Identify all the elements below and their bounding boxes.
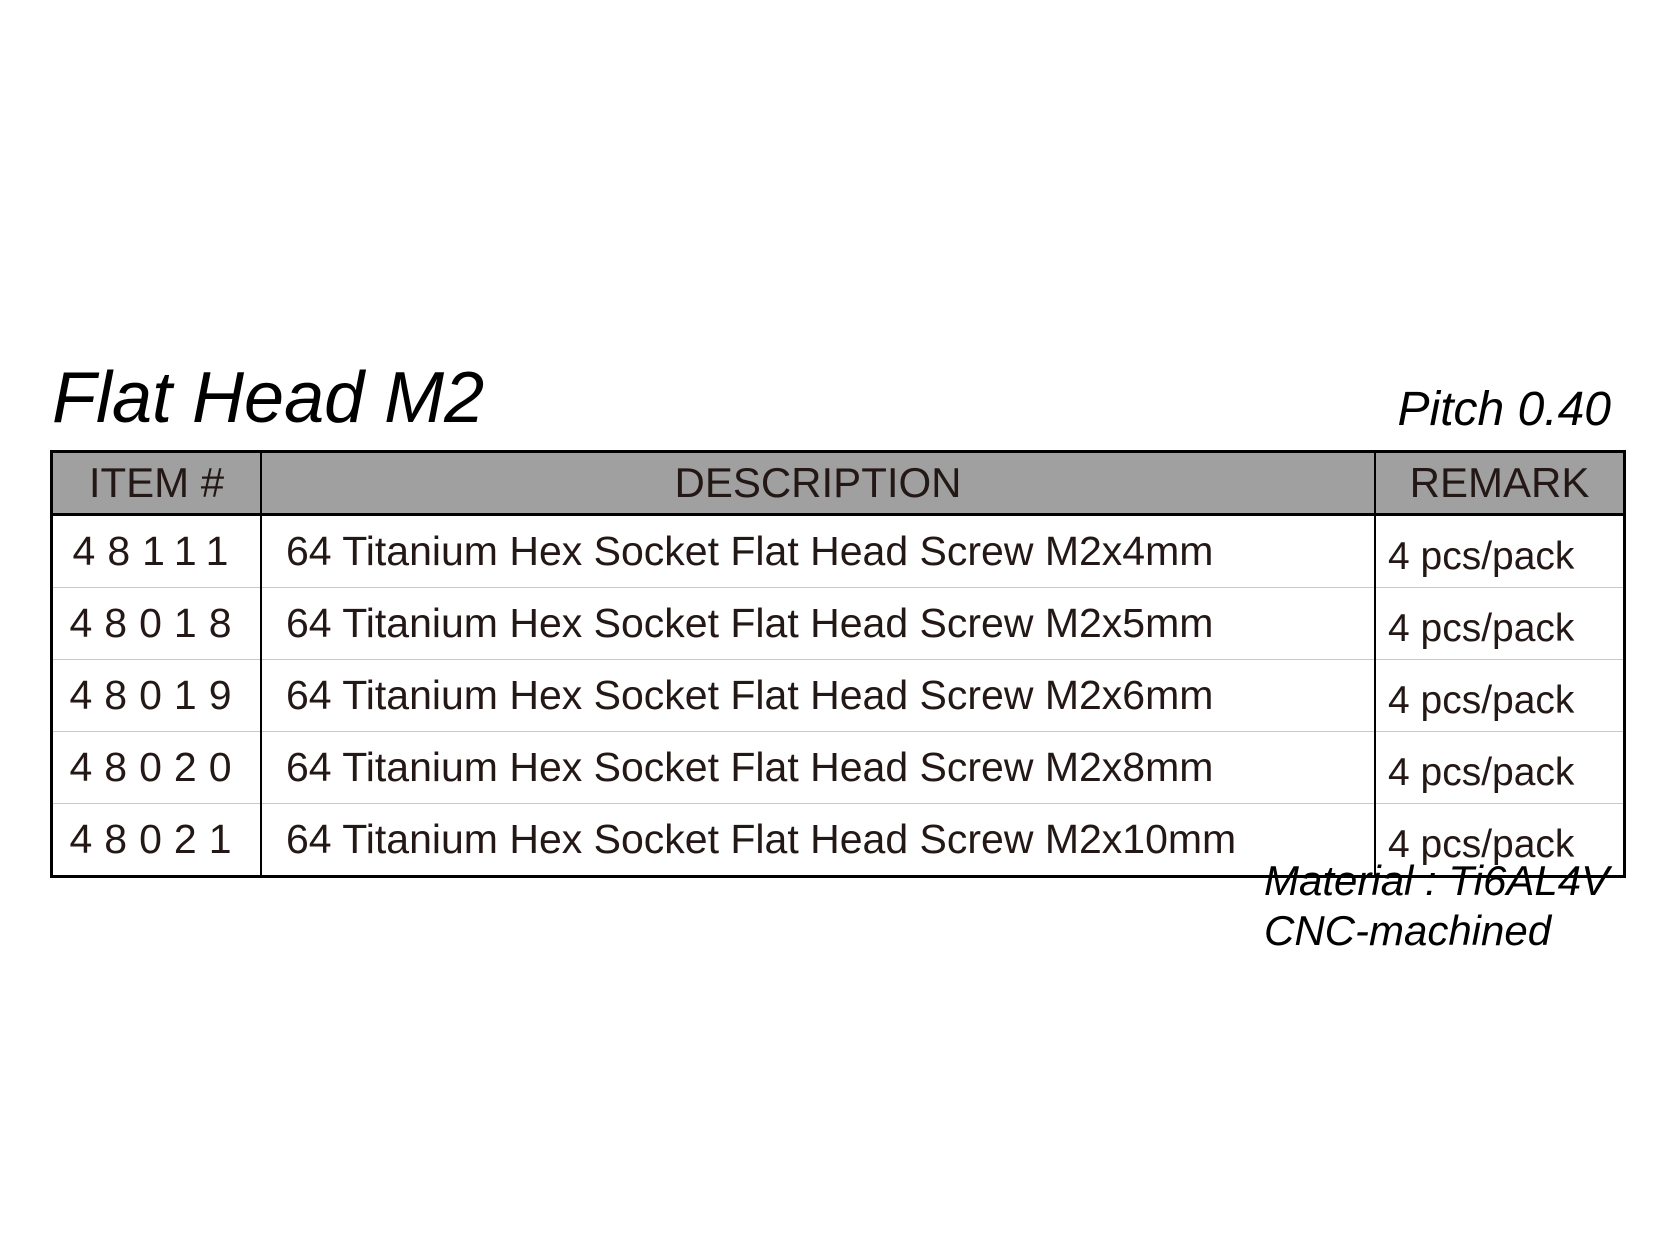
item-number: 48018 (51, 587, 262, 660)
item-number: 48021 (51, 803, 262, 877)
item-remark: 4 pcs/pack (1388, 822, 1575, 866)
table-row: 48019 64 Titanium Hex Socket Flat Head S… (51, 659, 1625, 732)
item-number: 48020 (51, 731, 262, 804)
table-header-row: ITEM # DESCRIPTION REMARK (51, 451, 1625, 516)
table-row: 48111 64 Titanium Hex Socket Flat Head S… (51, 514, 1625, 588)
material-note: Material : Ti6AL4V (1264, 857, 1610, 904)
table-row: 48020 64 Titanium Hex Socket Flat Head S… (51, 731, 1625, 804)
item-description: 64 Titanium Hex Socket Flat Head Screw M… (261, 803, 1376, 877)
item-number: 48111 (51, 514, 262, 588)
header-remark: REMARK (1375, 451, 1625, 516)
item-description: 64 Titanium Hex Socket Flat Head Screw M… (261, 514, 1376, 588)
item-remark: 4 pcs/pack (1375, 587, 1625, 660)
table-row: 48018 64 Titanium Hex Socket Flat Head S… (51, 587, 1625, 660)
item-remark: 4 pcs/pack (1375, 659, 1625, 732)
pitch-label: Pitch 0.40 (1397, 383, 1611, 436)
item-description: 64 Titanium Hex Socket Flat Head Screw M… (261, 659, 1376, 732)
product-table: ITEM # DESCRIPTION REMARK 48111 64 Titan… (50, 450, 1626, 878)
item-remark: 4 pcs/pack (1375, 514, 1625, 588)
header-description: DESCRIPTION (261, 451, 1376, 516)
notes: Material : Ti6AL4V CNC-machined (1264, 856, 1609, 956)
item-remark: 4 pcs/pack (1375, 731, 1625, 804)
table-row: 48021 64 Titanium Hex Socket Flat Head S… (51, 803, 1625, 877)
item-description: 64 Titanium Hex Socket Flat Head Screw M… (261, 731, 1376, 804)
header-item: ITEM # (51, 451, 262, 516)
page-title: Flat Head M2 (52, 358, 485, 438)
process-note: CNC-machined (1264, 907, 1552, 954)
item-description: 64 Titanium Hex Socket Flat Head Screw M… (261, 587, 1376, 660)
item-number: 48019 (51, 659, 262, 732)
